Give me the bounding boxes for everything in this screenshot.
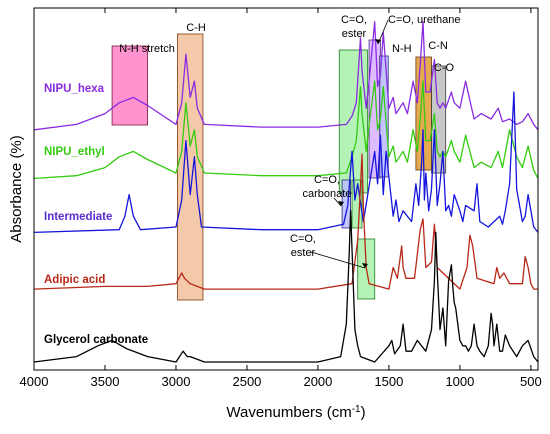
x-tick-label-1000: 1000 (445, 374, 474, 389)
y-axis-title: Absorbance (%) (8, 135, 25, 243)
series-label-glycerol-carbonate: Glycerol carbonate (44, 334, 148, 346)
x-axis-title-sup: -1 (352, 404, 361, 415)
annotation-arrowhead-2 (362, 263, 368, 268)
annotation-6: C-O (434, 62, 455, 74)
series-label-adipic-acid: Adipic acid (44, 274, 105, 286)
plot-frame (33, 7, 539, 371)
x-tick-label-2500: 2500 (232, 374, 261, 389)
annotation-arrowhead-0 (375, 39, 381, 44)
annotation-arrow-1 (333, 197, 342, 207)
x-tick-label-1500: 1500 (374, 374, 403, 389)
annotation-4: N-H (392, 43, 412, 55)
series-line-intermediate (33, 91, 539, 234)
x-tick-label-4000: 4000 (20, 374, 49, 389)
spectra-series (33, 21, 539, 363)
x-axis-title-tail: ) (361, 404, 366, 421)
annotation-5: C-N (428, 40, 448, 52)
series-label-intermediate: Intermediate (44, 211, 112, 223)
series-labels: NIPU_hexa NIPU_ethyl Intermediate Adipic ac… (44, 83, 148, 346)
x-tick-label-2000: 2000 (303, 374, 332, 389)
x-tick-label-3500: 3500 (91, 374, 120, 389)
band-c-o-carbonate-8 (351, 179, 363, 229)
annotation-arrow-2 (310, 251, 366, 269)
annotation-7: C=O, carbonate (303, 174, 352, 200)
annotation-1: C-H (186, 22, 206, 34)
series-line-nipu-ethyl (33, 80, 539, 180)
annotation-3: C=O, urethane (388, 14, 460, 26)
x-axis-ticks: 4000 3500 3000 2500 2000 1500 1000 500 (20, 8, 542, 389)
series-label-nipu-hexa: NIPU_hexa (44, 83, 105, 95)
band-annotations: N-H stretch C-H C=O, ester C=O, urethane N-H C… (119, 14, 460, 269)
x-tick-label-500: 500 (520, 374, 542, 389)
annotation-0: N-H stretch (119, 43, 175, 55)
band-c-h-1 (176, 33, 204, 301)
band-n-h-stretch-0 (111, 45, 148, 126)
x-axis-title-main: Wavenumbers (cm (226, 404, 351, 421)
series-line-glycerol-carbonate (33, 210, 539, 363)
annotation-arrowhead-1 (338, 201, 344, 206)
x-axis-title: Wavenumbers (cm-1) (226, 404, 365, 422)
series-line-nipu-hexa (33, 21, 539, 131)
annotation-8: C=O, ester (290, 233, 316, 259)
annotation-2: C=O, ester (341, 14, 367, 40)
x-tick-label-3000: 3000 (162, 374, 191, 389)
series-label-nipu-ethyl: NIPU_ethyl (44, 146, 105, 158)
series-line-adipic-acid (33, 153, 538, 290)
